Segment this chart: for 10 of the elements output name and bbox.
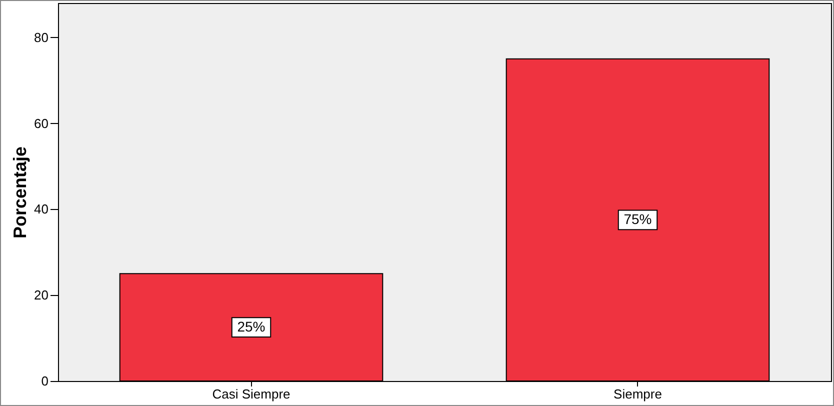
y-tick-label: 20 [34,288,48,303]
y-tick-label: 80 [34,30,48,45]
y-axis-title: Porcentaje [10,146,30,239]
data-label: 25% [237,318,266,334]
data-label: 75% [624,210,652,227]
y-tick-label: 0 [41,374,48,388]
y-tick-label: 60 [34,116,48,131]
x-tick-label: Siempre [614,386,662,402]
x-tick-label: Casi Siempre [212,386,290,402]
y-tick-label: 40 [34,202,48,217]
